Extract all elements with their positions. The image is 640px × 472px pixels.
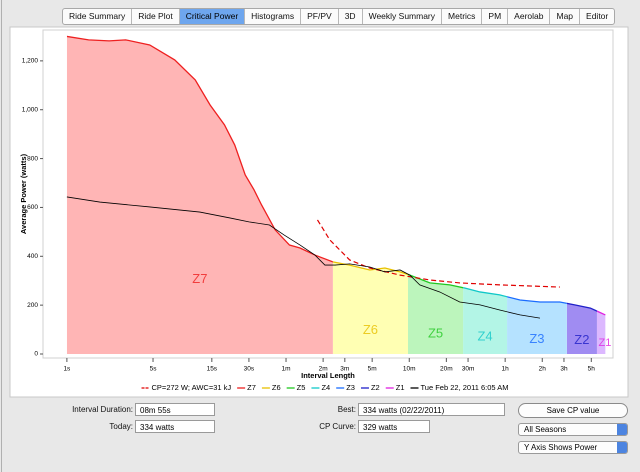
x-tick-label: 5m	[368, 366, 377, 373]
y-tick-label: 1,000	[22, 106, 39, 113]
x-tick-label: 1s	[63, 366, 71, 373]
zone-label: Z3	[529, 331, 544, 346]
x-tick-label: 15s	[207, 366, 218, 373]
zone-label: Z5	[428, 326, 443, 341]
x-tick-label: 1m	[282, 366, 291, 373]
tab-bar: Ride Summary Ride Plot Critical Power Histo…	[62, 8, 616, 25]
x-tick-label: 5h	[588, 366, 596, 373]
tab[interactable]: Ride Summary	[63, 9, 133, 24]
zone-label: Z7	[192, 271, 207, 286]
y-tick-label: 400	[27, 253, 38, 260]
zone-line	[507, 296, 567, 305]
select-text: Y Axis Shows Power	[524, 443, 598, 452]
tab[interactable]: Metrics	[442, 9, 483, 24]
text-field[interactable]: 08m 55s	[135, 403, 215, 416]
field-label: Best:	[337, 405, 356, 414]
zone-area	[332, 261, 408, 354]
tab[interactable]: Editor	[586, 11, 609, 21]
x-tick-label: 10m	[403, 366, 416, 373]
chart: Interval Length Average Power (watts) 0 2…	[9, 26, 629, 398]
zone-label: Z1	[599, 337, 612, 349]
select-arrow	[617, 442, 627, 453]
field-label: Interval Duration:	[72, 405, 133, 414]
tab[interactable]: PM	[482, 9, 509, 24]
select-arrow	[617, 424, 627, 435]
axis-select[interactable]: Y Axis Shows Power	[518, 441, 628, 454]
text-field[interactable]: 334 watts	[135, 420, 215, 433]
sidebar-edge	[1, 0, 2, 472]
field-label: CP Curve:	[319, 422, 356, 431]
series-line	[66, 196, 541, 319]
zone-line	[66, 35, 333, 263]
tab[interactable]: Critical Power	[179, 9, 246, 24]
series-line	[316, 219, 560, 288]
legend-label: Z2	[371, 383, 380, 392]
season-select[interactable]: All Seasons	[518, 423, 628, 436]
zone-area	[66, 36, 333, 354]
x-tick-label: 2m	[319, 366, 328, 373]
zone-area	[407, 274, 464, 354]
legend-label: Z6	[272, 383, 281, 392]
y-tick-label: 1,200	[22, 58, 39, 65]
tab[interactable]: Aerolab	[508, 9, 551, 24]
zone-label: Z2	[574, 332, 589, 347]
select-text: All Seasons	[524, 425, 567, 434]
legend-label: Tue Feb 22, 2011 6:05 AM	[421, 383, 509, 392]
legend-label: Z5	[297, 383, 306, 392]
field-label: Today:	[109, 422, 133, 431]
zone-label: Z6	[363, 322, 378, 337]
x-tick-label: 5s	[150, 366, 158, 373]
text-field[interactable]: 334 watts (02/22/2011)	[358, 403, 505, 416]
tab[interactable]: 3D	[339, 9, 363, 24]
y-axis-label: Average Power (watts)	[19, 153, 28, 234]
x-tick-label: 20m	[440, 366, 453, 373]
save-button[interactable]: Save CP value	[518, 403, 628, 418]
legend-label: Z4	[321, 383, 330, 392]
legend-label: CP=272 W; AWC=31 kJ	[152, 383, 232, 392]
zone-area	[596, 311, 606, 354]
zone-label: Z4	[477, 328, 492, 343]
x-tick-label: 2h	[539, 366, 547, 373]
y-tick-label: 0	[34, 351, 38, 358]
legend-label: Z7	[247, 383, 256, 392]
x-tick-label: 3m	[340, 366, 349, 373]
tab[interactable]: Weekly Summary	[363, 9, 443, 24]
text-field[interactable]: 329 watts	[358, 420, 430, 433]
tab[interactable]: Histograms	[245, 9, 302, 24]
y-tick-label: 200	[27, 302, 38, 309]
tab[interactable]: Map	[550, 9, 581, 24]
x-tick-label: 30s	[244, 366, 255, 373]
zone-area	[507, 296, 567, 354]
x-tick-label: 30m	[462, 366, 475, 373]
x-tick-label: 1h	[502, 366, 510, 373]
y-tick-label: 800	[27, 155, 38, 162]
legend-label: Z1	[396, 383, 405, 392]
x-tick-label: 3h	[560, 366, 568, 373]
plot-frame	[42, 29, 614, 359]
x-axis-label: Interval Length	[301, 371, 355, 380]
legend: CP=272 W; AWC=31 kJ Z7 Z6 Z5 Z4 Z3 Z2 Z1 Tue Feb…	[141, 383, 509, 392]
tab[interactable]: PF/PV	[301, 9, 339, 24]
zone-area	[566, 303, 597, 354]
y-tick-label: 600	[27, 204, 38, 211]
tab[interactable]: Ride Plot	[132, 9, 180, 24]
legend-label: Z3	[346, 383, 355, 392]
